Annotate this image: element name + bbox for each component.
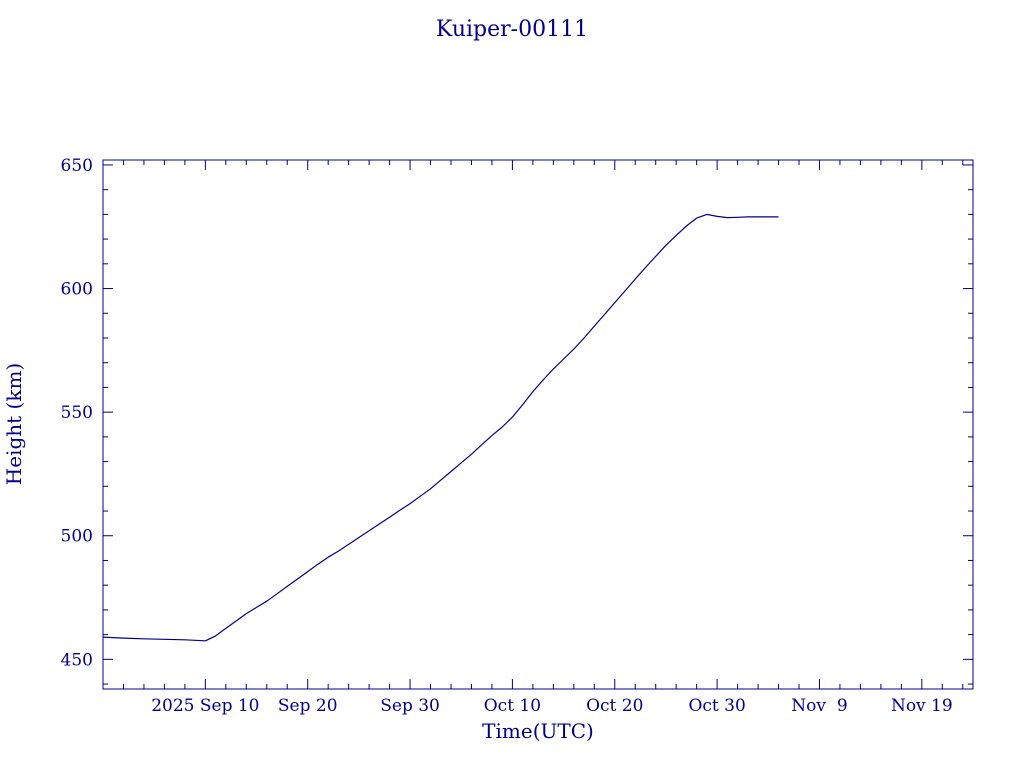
x-tick-label: Sep 30: [380, 696, 440, 716]
y-axis-label: Height (km): [2, 363, 26, 485]
plot-frame: [102, 159, 974, 690]
x-axis-ticks: [102, 160, 964, 689]
x-axis-tick-labels: 2025 Sep 10 Sep 20 Sep 30 Oct 10 Oct 20 Oct 3…: [151, 696, 952, 716]
x-tick-label: Nov 9: [791, 696, 847, 716]
x-tick-label: Oct 10: [484, 696, 541, 716]
chart-title: Kuiper-00111: [436, 17, 588, 42]
x-tick-label: Nov 19: [891, 696, 953, 716]
y-tick-label: 450: [61, 650, 93, 670]
x-axis-label: Time(UTC): [482, 719, 594, 743]
x-tick-label: Oct 30: [688, 696, 745, 716]
x-tick-label: 2025 Sep 10: [151, 696, 259, 716]
y-tick-label: 500: [61, 527, 93, 547]
x-tick-label: Sep 20: [278, 696, 338, 716]
y-tick-label: 650: [61, 156, 93, 176]
y-axis-tick-labels: 450 500 550 600 650: [61, 156, 93, 670]
y-tick-label: 600: [61, 280, 93, 300]
y-tick-label: 550: [61, 403, 93, 423]
x-tick-label: Oct 20: [586, 696, 643, 716]
y-axis-ticks: [103, 164, 973, 685]
series-line-height: [102, 213, 779, 642]
